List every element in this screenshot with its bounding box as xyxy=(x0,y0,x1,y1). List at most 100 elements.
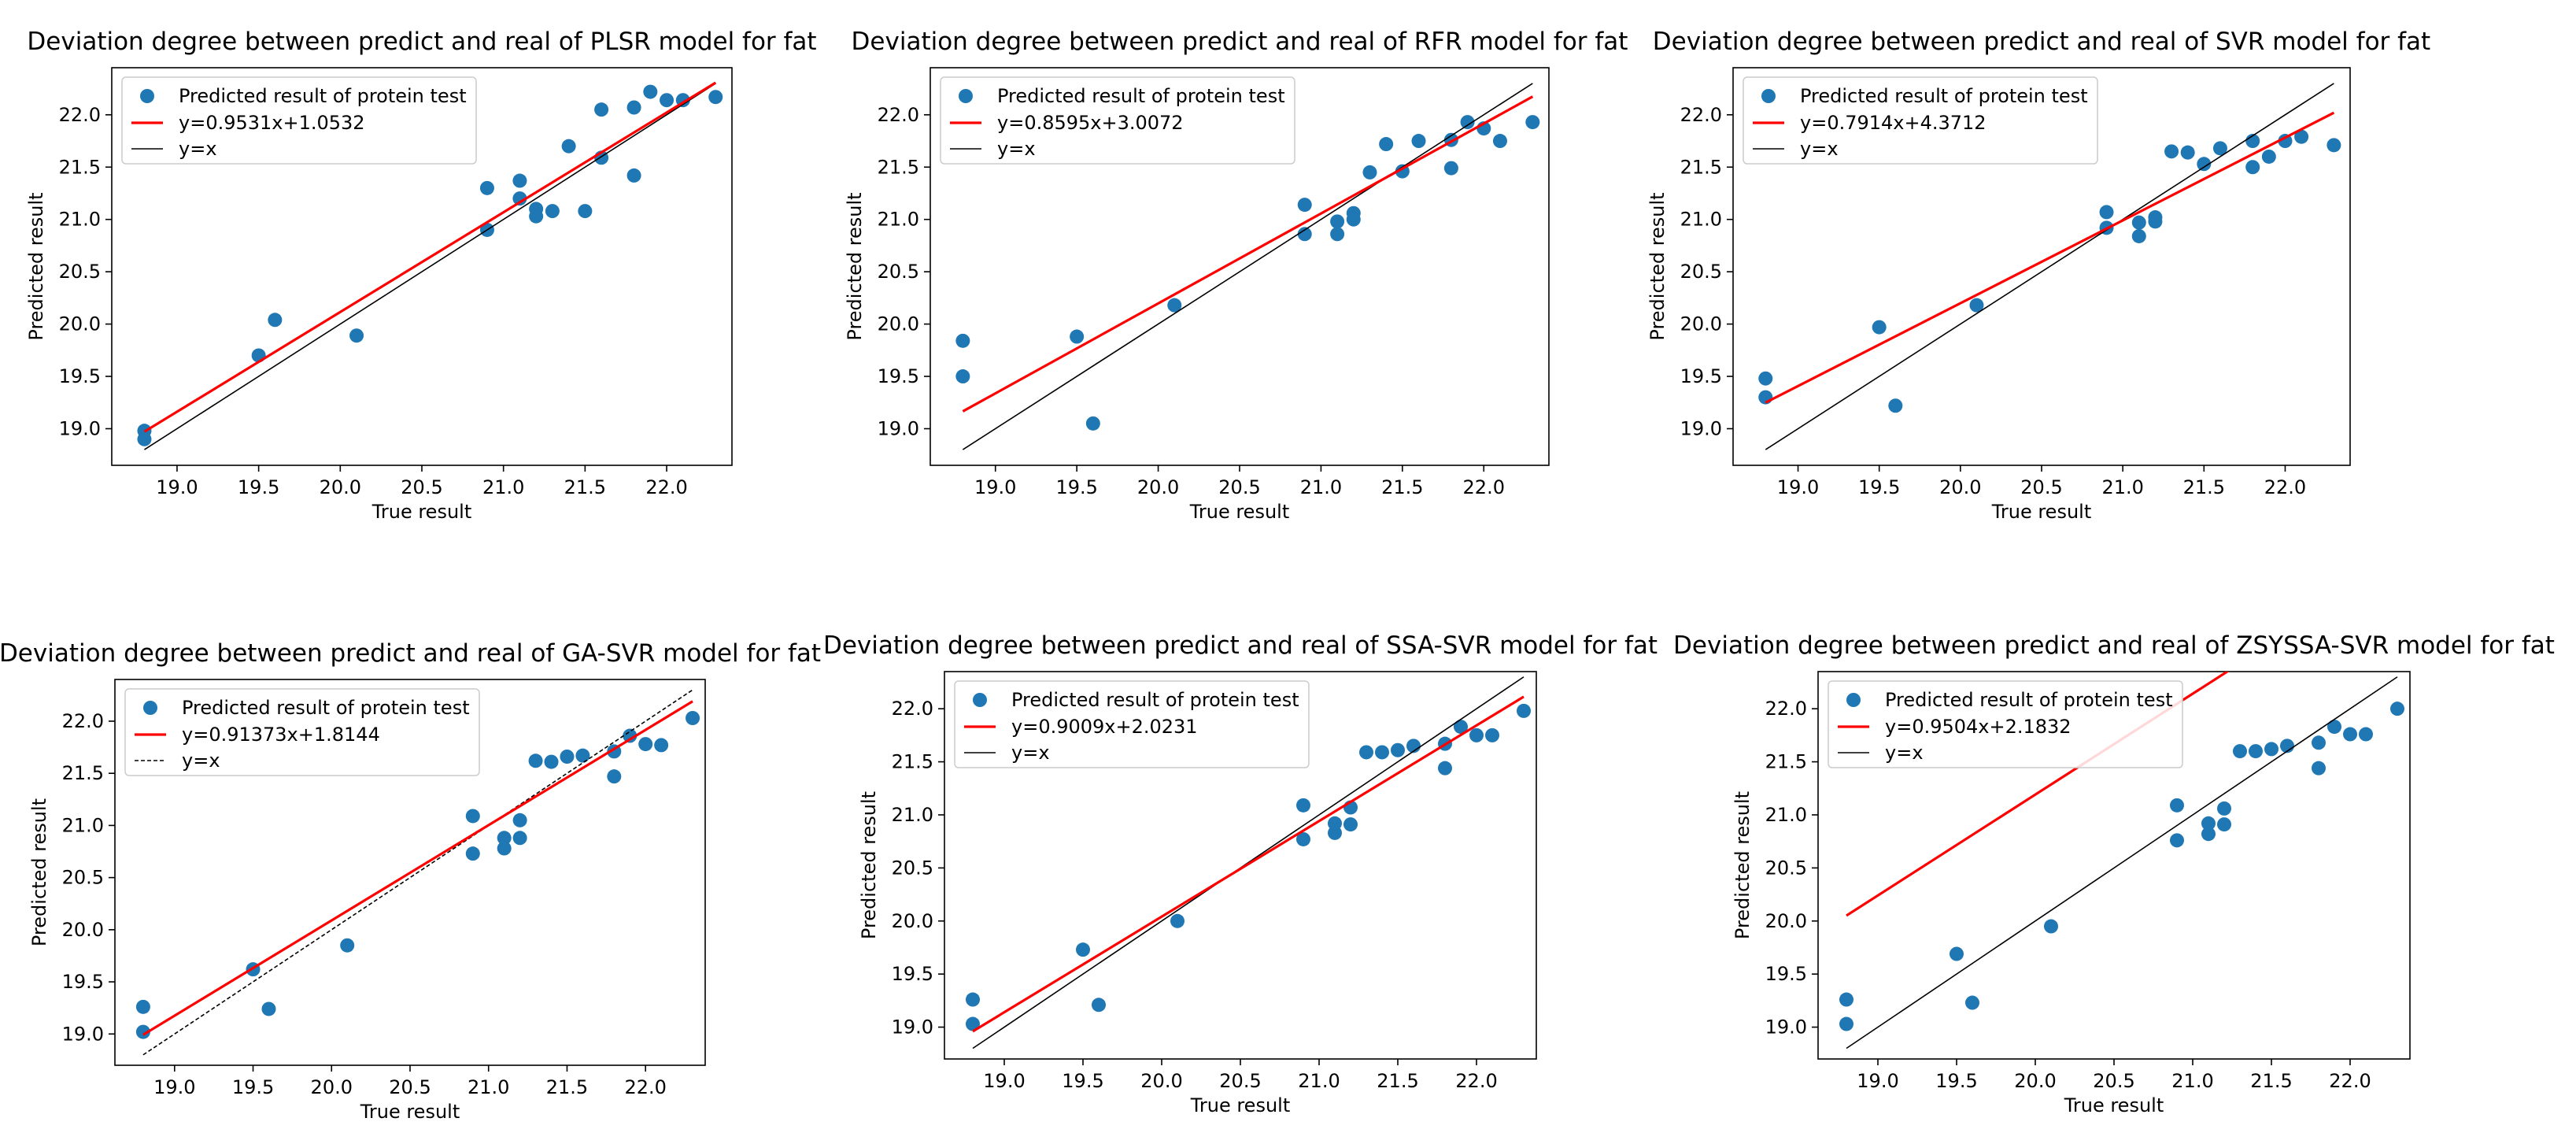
data-point xyxy=(607,769,622,784)
legend-label: Predicted result of protein test xyxy=(997,85,1285,107)
data-point xyxy=(1872,320,1887,335)
y-tick-label: 19.0 xyxy=(1680,417,1722,439)
legend: Predicted result of protein test y=0.9531… xyxy=(121,76,477,165)
data-point xyxy=(512,173,527,188)
data-point xyxy=(1170,913,1185,928)
y-tick-label: 19.0 xyxy=(1765,1016,1807,1038)
x-tick-label: 20.0 xyxy=(311,1076,353,1098)
x-axis-label: True result xyxy=(1189,501,1290,523)
data-point xyxy=(1330,227,1345,242)
data-point xyxy=(2099,205,2114,220)
data-point xyxy=(561,139,576,154)
x-tick-label: 20.0 xyxy=(1140,1070,1182,1092)
data-point xyxy=(1965,995,1979,1010)
data-point xyxy=(497,841,512,856)
y-tick-label: 19.5 xyxy=(892,963,933,985)
y-tick-label: 19.5 xyxy=(1680,365,1722,387)
data-point xyxy=(2131,228,2146,243)
x-tick-label: 20.0 xyxy=(1939,476,1981,498)
y-tick-label: 21.5 xyxy=(1765,751,1807,773)
y-axis-label: Predicted result xyxy=(25,192,47,340)
legend: Predicted result of protein test y=0.9009… xyxy=(954,680,1310,768)
data-point xyxy=(654,738,669,753)
y-tick-label: 21.5 xyxy=(62,762,104,784)
data-point xyxy=(2390,702,2404,716)
data-point xyxy=(2312,735,2326,750)
data-point xyxy=(1758,371,1773,386)
legend-label: y=0.9009x+2.0231 xyxy=(1011,716,1198,738)
y-axis-label: Predicted result xyxy=(858,791,880,939)
data-point xyxy=(1460,115,1475,130)
chart-panel-4: Deviation degree between predict and rea… xyxy=(0,639,821,1123)
x-tick-label: 22.0 xyxy=(624,1076,666,1098)
x-tick-label: 21.5 xyxy=(1381,476,1423,498)
y-tick-label: 22.0 xyxy=(892,698,933,720)
data-point xyxy=(512,831,527,846)
data-point xyxy=(1375,745,1389,760)
data-point xyxy=(2359,727,2373,742)
y-tick-label: 20.5 xyxy=(1765,857,1807,879)
legend-label: y=x xyxy=(182,750,220,772)
data-point xyxy=(2278,134,2293,149)
data-point xyxy=(626,168,641,183)
data-point xyxy=(1485,727,1499,742)
chart-panel-5: Deviation degree between predict and rea… xyxy=(823,631,1658,1116)
legend-box xyxy=(954,680,1310,768)
x-tick-label: 19.5 xyxy=(1935,1070,1977,1092)
data-point xyxy=(560,750,575,764)
data-point xyxy=(2327,720,2341,735)
y-tick-label: 21.0 xyxy=(1765,804,1807,826)
data-point xyxy=(2170,798,2184,813)
x-tick-label: 20.0 xyxy=(320,476,361,498)
data-point xyxy=(465,809,480,824)
y-tick-label: 20.0 xyxy=(59,313,101,335)
legend-label: y=0.8595x+3.0072 xyxy=(997,112,1184,134)
x-tick-label: 19.0 xyxy=(156,476,198,498)
data-point xyxy=(2264,742,2278,757)
plot-area xyxy=(135,689,700,1056)
legend-marker-points xyxy=(1761,89,1776,103)
legend-label: Predicted result of protein test xyxy=(1885,689,2173,711)
legend-label: Predicted result of protein test xyxy=(1800,85,2088,107)
data-point xyxy=(1525,115,1540,130)
legend-label: y=x xyxy=(179,138,217,160)
y-tick-label: 20.0 xyxy=(62,919,104,941)
data-point xyxy=(465,846,480,861)
legend-label: y=0.91373x+1.8144 xyxy=(182,724,380,746)
x-tick-label: 20.0 xyxy=(2014,1070,2056,1092)
x-tick-label: 22.0 xyxy=(2264,476,2306,498)
x-tick-label: 22.0 xyxy=(645,476,687,498)
y-tick-label: 20.5 xyxy=(62,867,104,889)
y-axis-label: Predicted result xyxy=(844,192,866,340)
x-tick-label: 21.5 xyxy=(546,1076,588,1098)
data-point xyxy=(2148,214,2163,229)
data-point xyxy=(2233,744,2247,759)
y-tick-label: 21.0 xyxy=(62,814,104,836)
y-tick-label: 22.0 xyxy=(878,104,919,126)
data-point xyxy=(1839,992,1853,1007)
data-point xyxy=(2327,138,2341,153)
x-tick-label: 22.0 xyxy=(2329,1070,2371,1092)
data-point xyxy=(2131,215,2146,230)
identity-line xyxy=(1846,676,2398,1050)
fit-line xyxy=(143,81,717,433)
x-axis-label: True result xyxy=(360,1101,460,1123)
y-tick-label: 19.0 xyxy=(59,417,101,439)
data-point xyxy=(2343,727,2357,742)
data-point xyxy=(1469,727,1484,742)
y-tick-label: 20.5 xyxy=(892,857,933,879)
data-point xyxy=(529,209,544,224)
data-point xyxy=(1296,831,1310,846)
data-point xyxy=(1070,329,1085,344)
x-tick-label: 21.0 xyxy=(468,1076,509,1098)
legend-label: y=0.9531x+1.0532 xyxy=(179,112,365,134)
data-point xyxy=(261,1001,276,1016)
legend: Predicted result of protein test y=0.9137… xyxy=(124,688,480,776)
chart-panel-1: Deviation degree between predict and rea… xyxy=(25,28,817,523)
legend-label: y=x xyxy=(997,138,1036,160)
data-point xyxy=(1092,998,1106,1013)
plot-area xyxy=(137,81,723,450)
y-tick-label: 19.5 xyxy=(59,365,101,387)
data-point xyxy=(643,84,658,99)
y-tick-label: 21.5 xyxy=(1680,156,1722,178)
